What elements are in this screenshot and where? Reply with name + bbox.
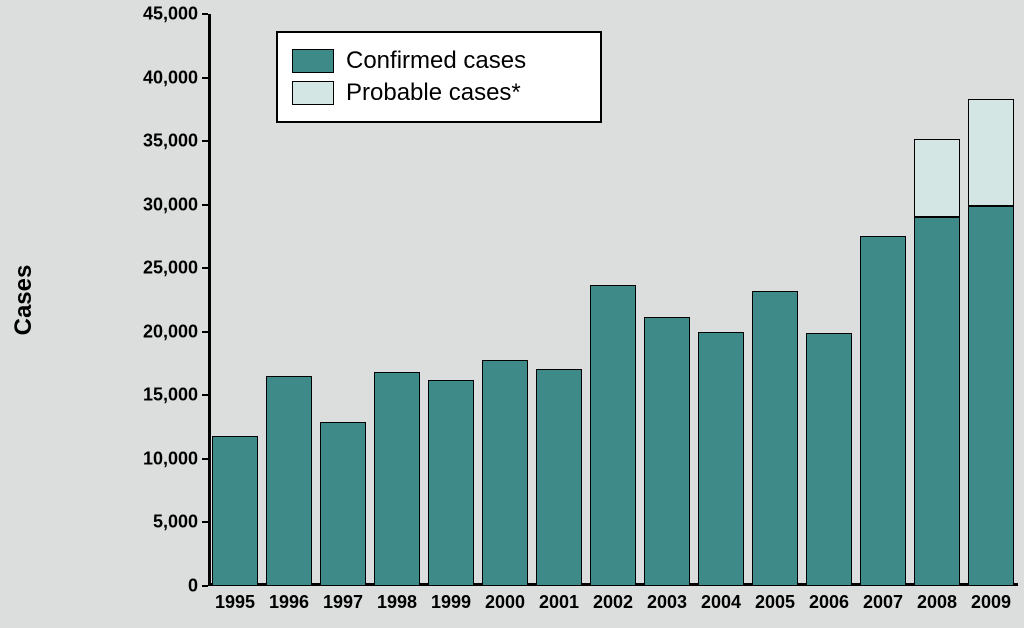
y-tick-label: 10,000: [143, 448, 208, 469]
bar-segment-confirmed: [968, 206, 1013, 586]
x-tick-label: 2009: [971, 586, 1011, 613]
x-tick-label: 2003: [647, 586, 687, 613]
legend-label-confirmed: Confirmed cases: [346, 47, 526, 75]
y-tick-label: 15,000: [143, 385, 208, 406]
x-tick-label: 2005: [755, 586, 795, 613]
x-tick-label: 1996: [269, 586, 309, 613]
y-axis-title: Cases: [10, 265, 38, 336]
x-tick-label: 2002: [593, 586, 633, 613]
bar-segment-confirmed: [806, 333, 851, 586]
legend-item-confirmed: Confirmed cases: [292, 47, 586, 75]
bar-segment-probable: [968, 99, 1013, 206]
x-tick-label: 1999: [431, 586, 471, 613]
x-tick-label: 1997: [323, 586, 363, 613]
x-tick-label: 2004: [701, 586, 741, 613]
bar-segment-confirmed: [428, 380, 473, 586]
x-tick-label: 2007: [863, 586, 903, 613]
y-tick-label: 20,000: [143, 321, 208, 342]
y-tick-label: 5,000: [153, 512, 208, 533]
legend-label-probable: Probable cases*: [346, 79, 521, 107]
y-tick-label: 30,000: [143, 194, 208, 215]
bar-segment-probable: [914, 139, 959, 218]
y-tick-label: 45,000: [143, 4, 208, 25]
x-tick-label: 2008: [917, 586, 957, 613]
bar-segment-confirmed: [536, 369, 581, 586]
bar-segment-confirmed: [698, 332, 743, 586]
bar-segment-confirmed: [320, 422, 365, 586]
cases-bar-chart: 0 5,000 10,000 15,000 20,000 25,000 30,000 35,0…: [0, 0, 1024, 628]
bar-segment-confirmed: [752, 291, 797, 586]
bar-segment-confirmed: [860, 236, 905, 586]
bar-segment-confirmed: [212, 436, 257, 586]
bar-segment-confirmed: [644, 317, 689, 586]
legend-swatch-confirmed: [292, 49, 334, 73]
bar-segment-confirmed: [374, 372, 419, 586]
bar-segment-confirmed: [914, 217, 959, 586]
legend-swatch-probable: [292, 81, 334, 105]
x-tick-label: 2001: [539, 586, 579, 613]
x-tick-label: 2006: [809, 586, 849, 613]
y-tick-label: 40,000: [143, 67, 208, 88]
legend: Confirmed cases Probable cases*: [276, 31, 602, 123]
x-tick-label: 1995: [215, 586, 255, 613]
x-tick-label: 1998: [377, 586, 417, 613]
y-axis: [208, 14, 211, 586]
legend-item-probable: Probable cases*: [292, 79, 586, 107]
bar-segment-confirmed: [590, 285, 635, 586]
y-tick-label: 0: [188, 576, 208, 597]
bar-segment-confirmed: [266, 376, 311, 586]
x-tick-label: 2000: [485, 586, 525, 613]
y-tick-label: 25,000: [143, 258, 208, 279]
bar-segment-confirmed: [482, 360, 527, 586]
y-tick-label: 35,000: [143, 131, 208, 152]
